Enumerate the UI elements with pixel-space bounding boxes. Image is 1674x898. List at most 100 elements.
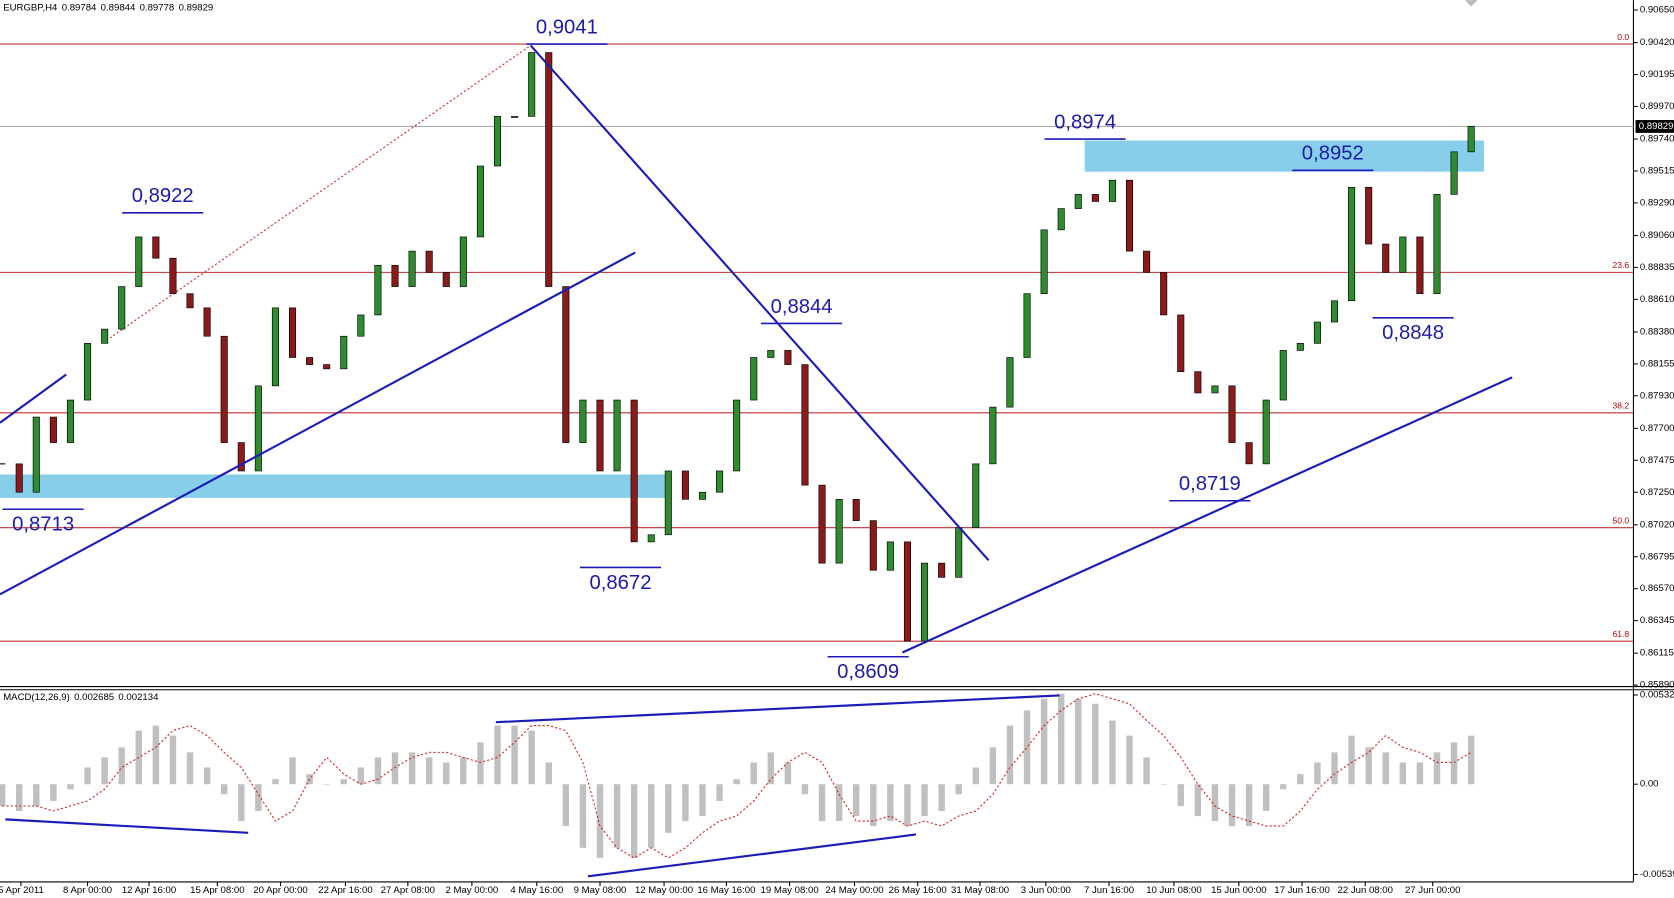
candle	[459, 236, 467, 287]
x-tick-label: 7 Jun 16:00	[1084, 885, 1134, 896]
macd-bar	[1399, 762, 1407, 785]
macd-bar	[460, 757, 467, 785]
macd-bar	[1297, 774, 1304, 785]
candle	[1450, 151, 1458, 195]
macd-bar	[169, 735, 177, 785]
candle	[938, 562, 946, 578]
candle	[49, 416, 57, 443]
macd-bar	[1160, 784, 1167, 785]
support-zone	[0, 474, 669, 498]
candle	[903, 541, 911, 642]
candle	[391, 264, 399, 287]
candle	[1245, 442, 1253, 465]
macd-bar	[118, 747, 125, 785]
macd-bar	[1331, 752, 1338, 785]
y-tick-label: 0.89740	[1640, 134, 1674, 145]
candle	[306, 357, 314, 365]
y-tick-label: 0.86570	[1640, 583, 1674, 594]
macd-bar	[443, 762, 450, 785]
macd-bar	[887, 784, 894, 822]
candle	[1382, 243, 1390, 273]
chart-title: EURGBP,H4	[3, 2, 58, 13]
price-annotation: 0,8713	[12, 514, 74, 536]
macd-bar	[1450, 742, 1458, 785]
macd-bar	[494, 725, 501, 785]
macd-bar	[67, 784, 74, 790]
y-tick-label: 0.90420	[1640, 37, 1674, 48]
price-annotation: 0,8848	[1382, 322, 1444, 344]
header-value: 0.002134	[118, 692, 159, 703]
candle	[288, 307, 297, 358]
y-tick-label: 0.00	[1640, 779, 1659, 790]
candle	[921, 562, 929, 642]
candle	[750, 357, 758, 401]
candle	[784, 350, 792, 365]
price-annotation: 0,8952	[1302, 143, 1364, 165]
macd-bar	[648, 784, 655, 848]
macd-bar	[904, 784, 911, 827]
macd-bar	[1365, 747, 1372, 785]
candle	[1211, 385, 1219, 394]
macd-bar	[989, 747, 997, 785]
candle	[528, 52, 536, 117]
last-price-label: 0.89829	[1639, 121, 1674, 132]
x-tick-label: 27 Apr 08:00	[381, 885, 435, 896]
candle	[118, 286, 126, 330]
price-annotation: 0,8672	[589, 572, 651, 594]
trend-line	[587, 833, 917, 878]
x-tick-label: 12 Apr 16:00	[122, 885, 176, 896]
macd-bar	[938, 784, 945, 812]
candle	[989, 406, 997, 465]
scroll-marker	[1464, 0, 1478, 7]
macd-bar	[853, 784, 860, 817]
candle	[1074, 194, 1082, 209]
macd-bar	[1109, 720, 1116, 785]
candle	[1194, 371, 1202, 394]
macd-bar	[33, 784, 40, 806]
macd-bar	[1075, 698, 1082, 785]
y-tick-label: 0.88380	[1640, 326, 1674, 337]
candle	[613, 399, 621, 472]
macd-bar	[1280, 784, 1287, 790]
y-tick-label: 0.86795	[1640, 551, 1674, 562]
fib-label: 23.6	[1613, 260, 1630, 270]
candle	[647, 534, 655, 543]
candle	[493, 116, 502, 167]
macd-bar	[1228, 784, 1236, 827]
macd-bar	[1245, 784, 1253, 827]
candle	[203, 307, 211, 337]
candle	[340, 335, 348, 370]
candle	[698, 491, 707, 500]
y-tick-label: 0.89970	[1640, 101, 1674, 112]
y-tick-label: 0.88610	[1640, 294, 1674, 305]
macd-bar	[1382, 752, 1389, 785]
macd-bar	[1126, 735, 1133, 785]
y-tick-label: 0.87020	[1640, 519, 1674, 530]
candle	[733, 399, 741, 472]
candle	[357, 314, 365, 337]
candle	[1040, 229, 1048, 294]
candle	[1330, 300, 1339, 323]
macd-bar	[972, 767, 979, 785]
support-zone	[1084, 140, 1484, 172]
macd-bar	[374, 757, 382, 785]
candle	[101, 328, 109, 344]
candle	[1177, 314, 1185, 372]
candle	[1348, 186, 1356, 302]
macd-bar	[716, 784, 723, 801]
candle	[596, 399, 604, 472]
candle	[562, 286, 570, 443]
macd-bar	[477, 742, 484, 785]
candle	[374, 264, 382, 316]
y-tick-label: 0.86345	[1640, 615, 1674, 626]
signal-line	[2, 693, 1472, 859]
candle	[716, 470, 724, 493]
candle	[1262, 399, 1270, 465]
macd-bar	[340, 779, 347, 785]
candle	[1228, 385, 1236, 443]
macd-bar	[699, 784, 706, 817]
macd-bar	[767, 752, 775, 785]
macd-bar	[238, 784, 245, 822]
candle	[1091, 194, 1099, 202]
